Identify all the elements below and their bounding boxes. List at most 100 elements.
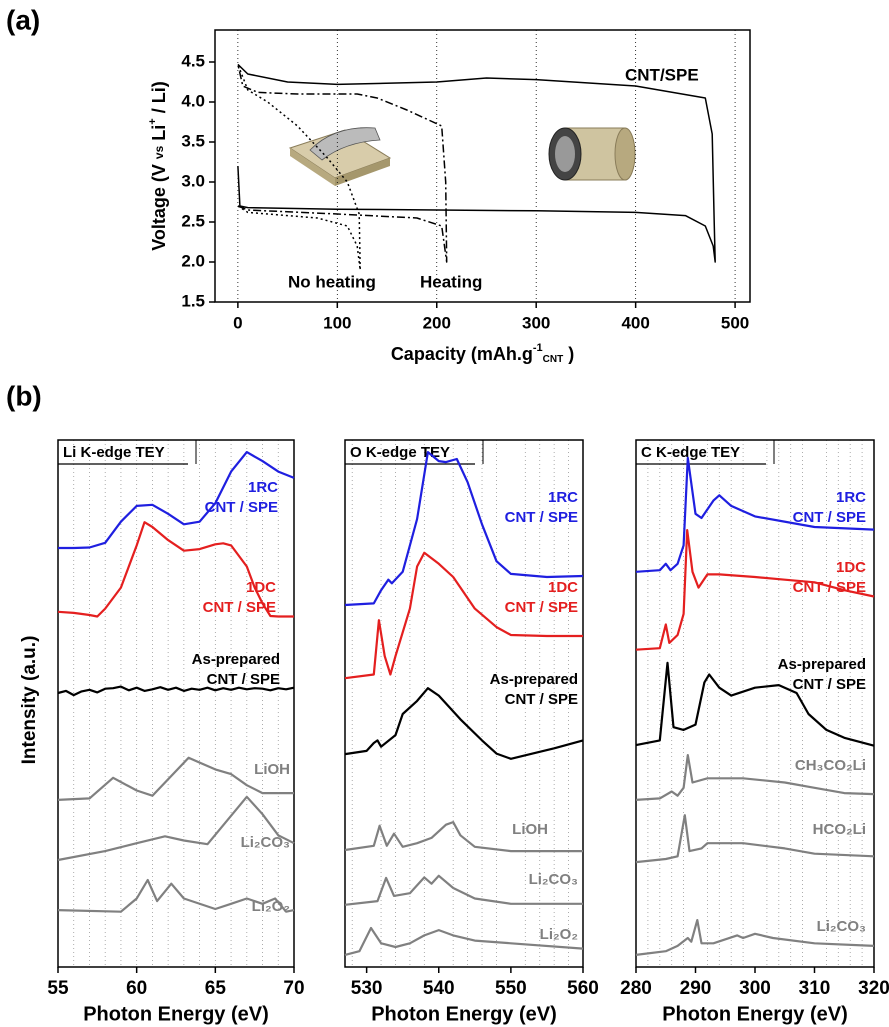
series-line: [344, 687, 584, 760]
series-label: CNT / SPE: [793, 579, 866, 596]
series-line: [635, 754, 875, 801]
series-label: Li₂CO₃: [241, 834, 290, 851]
plot-frame: [635, 439, 875, 968]
inset-tube: [548, 127, 636, 181]
series-label: 1RC: [836, 489, 866, 506]
series-line: [344, 926, 584, 956]
x-tick-label: 400: [621, 313, 649, 332]
series-label: As-prepared: [192, 651, 280, 668]
series-line: [635, 814, 875, 864]
x-tick-label: 70: [283, 978, 304, 999]
series-label: Li₂O₂: [252, 898, 290, 915]
series-label: 1DC: [548, 579, 578, 596]
x-tick-label: 280: [620, 978, 652, 999]
x-axis-label-part: -1: [533, 342, 543, 354]
x-axis-label: Photon Energy (eV): [83, 1003, 269, 1025]
series-line: [635, 661, 875, 747]
series-label: CNT / SPE: [793, 676, 866, 693]
plot-frame: [57, 439, 295, 968]
x-tick-label: 65: [205, 978, 227, 999]
x-axis-label: Capacity (mAh.g-1CNT ): [391, 342, 574, 365]
y-tick-label: 2.0: [181, 251, 205, 270]
x-tick-label: 55: [47, 978, 69, 999]
y-axis-label-part: +: [147, 118, 159, 124]
series-label: LiOH: [254, 761, 290, 778]
series-line: [57, 521, 294, 618]
y-tick-label: 1.5: [181, 291, 205, 310]
series-line: [344, 451, 584, 607]
series-label: CNT/SPE: [625, 65, 699, 84]
x-tick-label: 560: [567, 978, 599, 999]
x-tick-label: 60: [126, 978, 147, 999]
series-label: 1RC: [248, 479, 278, 496]
x-axis-label-part: ): [563, 344, 574, 364]
series-label: Heating: [420, 272, 482, 291]
series-label: CNT / SPE: [793, 509, 866, 526]
series-line: [57, 756, 294, 801]
series-line: [57, 878, 295, 913]
series-line: [57, 685, 295, 697]
panel-label: (b): [6, 380, 42, 411]
series-label: No heating: [288, 272, 376, 291]
series-label: CNT / SPE: [505, 691, 578, 708]
plot-frame: [344, 439, 584, 968]
x-tick-label: 550: [495, 978, 527, 999]
series-line: [237, 64, 448, 263]
series-line: [58, 451, 295, 550]
series-line: [635, 456, 875, 573]
x-tick-label: 540: [423, 978, 455, 999]
series-label: CH₃CO₂Li: [795, 757, 866, 774]
y-axis-label: Intensity (a.u.): [19, 636, 40, 765]
series-label: 1DC: [246, 579, 276, 596]
x-tick-label: 320: [858, 978, 889, 999]
y-axis-label: Voltage (V vs Li+ / Li): [147, 81, 169, 250]
panel-label: (a): [6, 4, 40, 35]
series-label: CNT / SPE: [505, 599, 578, 616]
series-line: [237, 63, 716, 263]
x-axis-label: Photon Energy (eV): [371, 1003, 557, 1025]
x-tick-label: 530: [351, 978, 383, 999]
series-line: [344, 821, 583, 853]
x-axis-label-part: CNT: [543, 354, 564, 365]
plot-title: C K-edge TEY: [641, 444, 740, 461]
series-label: As-prepared: [778, 656, 866, 673]
x-axis-label: Photon Energy (eV): [662, 1003, 848, 1025]
series-label: HCO₂Li: [813, 821, 866, 838]
series-label: LiOH: [512, 821, 548, 838]
series-label: 1DC: [836, 559, 866, 576]
x-tick-label: 500: [721, 313, 749, 332]
x-tick-label: 300: [739, 978, 771, 999]
x-tick-label: 290: [680, 978, 712, 999]
x-tick-label: 100: [323, 313, 351, 332]
series-line: [635, 529, 875, 651]
series-label: Li₂CO₃: [817, 918, 866, 935]
y-tick-label: 4.0: [181, 91, 205, 110]
y-tick-label: 4.5: [181, 51, 205, 70]
x-tick-label: 310: [799, 978, 831, 999]
y-axis-label-part: Voltage (V: [149, 159, 169, 251]
series-label: CNT / SPE: [203, 599, 276, 616]
plot-title: O K-edge TEY: [350, 444, 450, 461]
series-line: [57, 795, 295, 862]
series-label: Li₂CO₃: [529, 871, 578, 888]
x-tick-label: 300: [522, 313, 550, 332]
y-tick-label: 2.5: [181, 211, 205, 230]
plot-frame: [214, 29, 751, 303]
series-label: As-prepared: [490, 671, 578, 688]
series-label: CNT / SPE: [505, 509, 578, 526]
x-axis-label-part: Capacity (mAh.g: [391, 344, 533, 364]
series-line: [635, 919, 875, 956]
series-line: [344, 551, 583, 680]
y-axis-label-part: Li: [149, 125, 169, 146]
y-tick-label: 3.5: [181, 131, 205, 150]
series-label: Li₂O₂: [540, 926, 578, 943]
series-label: CNT / SPE: [205, 499, 278, 516]
inset-plate: [288, 127, 392, 186]
series-line: [237, 64, 361, 271]
series-label: 1RC: [548, 489, 578, 506]
series-line: [344, 874, 583, 906]
x-tick-label: 0: [233, 313, 242, 332]
y-tick-label: 3.0: [181, 171, 205, 190]
y-axis-label-part: / Li): [149, 81, 169, 118]
